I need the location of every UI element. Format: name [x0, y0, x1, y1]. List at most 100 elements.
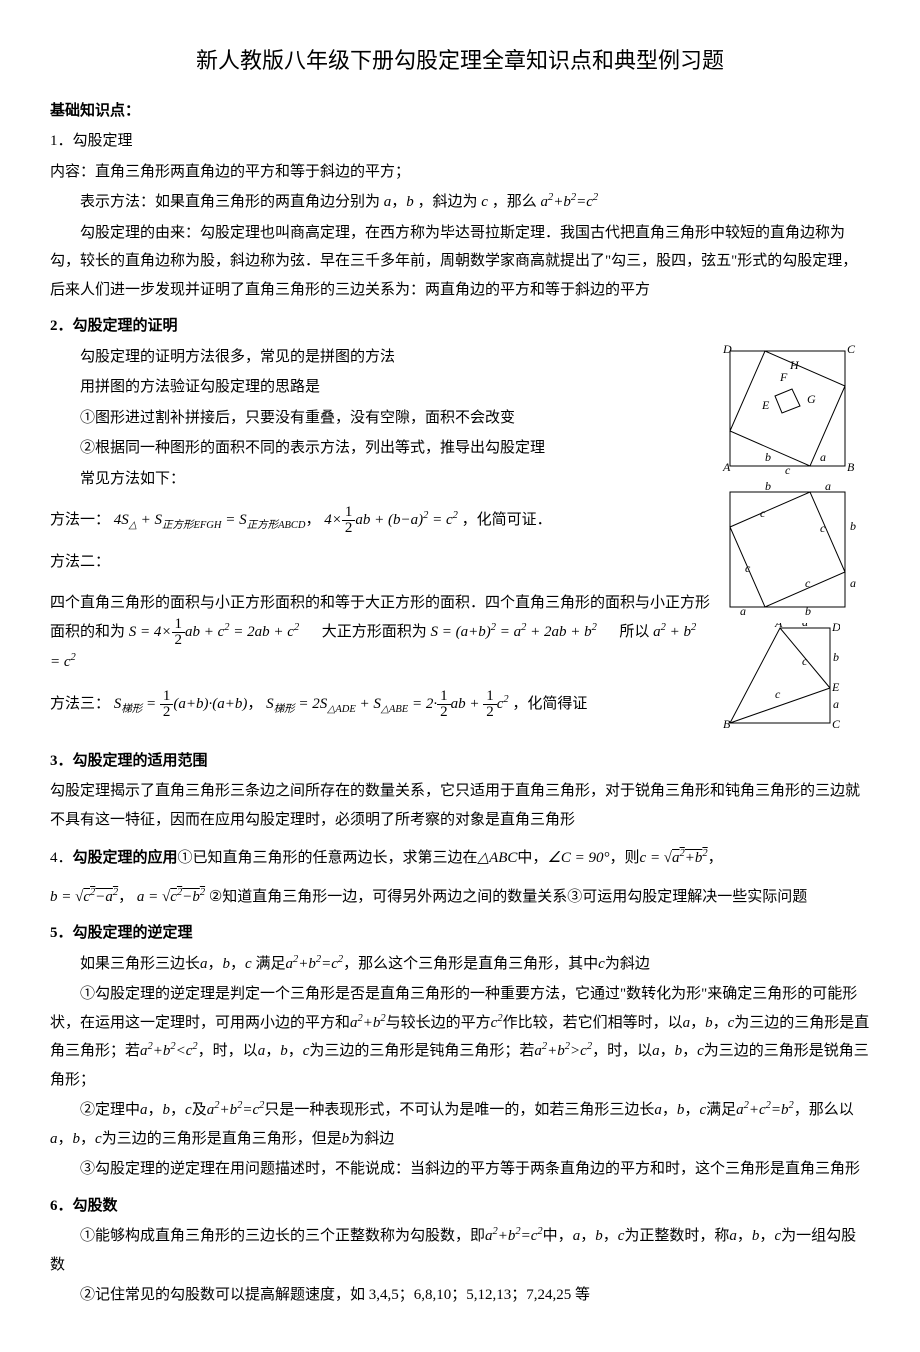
heading-3: 3．勾股定理的适用范围 [50, 747, 870, 776]
math-ab: a [384, 194, 392, 210]
para: ③勾股定理的逆定理在用问题描述时，不能说成：当斜边的平方等于两条直角边的平方和时… [50, 1155, 870, 1184]
text: 作比较，若它们相等时，以 [503, 1015, 683, 1031]
para: b = √c2−a2， a = √c2−b2 ②知道直角三角形一边，可得另外两边… [50, 883, 870, 912]
svg-text:a: a [850, 576, 856, 590]
math: c [598, 956, 605, 972]
math: b [73, 1131, 81, 1147]
math-eq: 4S△ + S正方形EFGH = S正方形ABCD [114, 512, 306, 528]
math: a [573, 1228, 581, 1244]
para: 如果三角形三边长a，b，c 满足a2+b2=c2，那么这个三角形是直角三角形，其… [50, 950, 870, 979]
text: ，时，以 [198, 1043, 258, 1059]
text: ①已知直角三角形的任意两边长，求第三边在 [178, 850, 478, 866]
text: 所以 [619, 624, 649, 640]
svg-text:a: a [740, 604, 746, 617]
text: 满足 [255, 956, 285, 972]
text: ②定理中 [80, 1102, 140, 1118]
label: 方法一： [50, 512, 110, 528]
diagram-2: b a b a a b c c c c [720, 482, 860, 617]
svg-text:D: D [722, 342, 732, 356]
text: ， [708, 850, 723, 866]
math: S = 4×12ab + c2 = 2ab + c2 [129, 624, 299, 640]
math: a2+b2=c2 [207, 1102, 265, 1118]
svg-text:a: a [825, 482, 831, 493]
heading-2: 2．勾股定理的证明 [50, 312, 870, 341]
svg-text:H: H [789, 358, 800, 372]
svg-text:C: C [847, 342, 856, 356]
math: a [729, 1228, 737, 1244]
math: ∠C = 90° [547, 850, 609, 866]
text: 中， [517, 850, 547, 866]
text: 满足 [706, 1102, 736, 1118]
para: 勾股定理揭示了直角三角形三条边之间所存在的数量关系，它只适用于直角三角形，对于锐… [50, 777, 870, 834]
text: 只是一种表现形式，不可认为是唯一的，如若三角形三边长 [264, 1102, 654, 1118]
figures-column: A B C D E F G H a b c b a b a a b c c c … [720, 341, 870, 739]
math: b [752, 1228, 760, 1244]
math: a [140, 1102, 148, 1118]
math: a2+b2<c2 [140, 1043, 198, 1059]
svg-text:a: a [833, 697, 839, 711]
svg-text:E: E [761, 398, 770, 412]
svg-text:B: B [847, 460, 855, 474]
math-c: c [481, 194, 488, 210]
math: a2+b2=c2 [485, 1228, 543, 1244]
svg-text:b: b [833, 650, 839, 664]
math-formula: a2+b2=c2 [540, 194, 598, 210]
math: a = √c2−b2 [137, 889, 205, 905]
text: ，化简得证 [512, 696, 587, 712]
math: c [185, 1102, 192, 1118]
math: a [258, 1043, 266, 1059]
text: 为三边的三角形是钝角三角形；若 [309, 1043, 534, 1059]
svg-text:A: A [722, 460, 731, 474]
math: b [163, 1102, 171, 1118]
para-origin: 勾股定理的由来：勾股定理也叫商高定理，在西方称为毕达哥拉斯定理．我国古代把直角三… [50, 219, 870, 305]
math: a2+b2 [350, 1015, 386, 1031]
svg-text:F: F [779, 370, 788, 384]
text: 为斜边 [349, 1131, 394, 1147]
math: c = √a2+b2 [640, 850, 708, 866]
para: ②记住常见的勾股数可以提高解题速度，如 3,4,5；6,8,10；5,12,13… [50, 1281, 870, 1310]
math: a2+b2=c2 [285, 956, 343, 972]
math: △ABC [478, 850, 518, 866]
heading-6: 6．勾股数 [50, 1192, 870, 1221]
page-title: 新人教版八年级下册勾股定理全章知识点和典型例习题 [50, 40, 870, 82]
text: 为正整数时，称 [624, 1228, 729, 1244]
para-notation: 表示方法：如果直角三角形的两直角边分别为 a，b ，斜边为 c ，那么 a2+b… [50, 188, 870, 217]
math: b [705, 1015, 713, 1031]
text: ，时，以 [592, 1043, 652, 1059]
text: ， [118, 889, 133, 905]
diagram-1: A B C D E F G H a b c [720, 341, 860, 476]
svg-text:b: b [765, 450, 771, 464]
heading-4: 4．勾股定理的应用①已知直角三角形的任意两边长，求第三边在△ABC中，∠C = … [50, 844, 870, 873]
svg-text:A: A [774, 623, 783, 630]
math: a [200, 956, 208, 972]
svg-text:a: a [820, 450, 826, 464]
math: b [223, 956, 231, 972]
svg-text:c: c [745, 561, 751, 575]
heading-5: 5．勾股定理的逆定理 [50, 919, 870, 948]
math: b [675, 1043, 683, 1059]
math: S梯形 = 2S△ADE + S△ABE = 2·12ab + 12c2 [266, 696, 509, 712]
text: 为三边的三角形是直角三角形，但是 [102, 1131, 342, 1147]
math: S梯形 = 12(a+b)·(a+b) [114, 696, 248, 712]
section-basics: 基础知识点： [50, 97, 870, 126]
svg-text:c: c [760, 506, 766, 520]
math: a2+b2>c2 [534, 1043, 592, 1059]
diagram-3: A D E C B a b a c c [720, 623, 840, 733]
label: 方法三： [50, 696, 110, 712]
text: 与较长边的平方 [386, 1015, 491, 1031]
text: 如果三角形三边长 [80, 956, 200, 972]
svg-text:c: c [802, 654, 808, 668]
math: c [95, 1131, 102, 1147]
math: b = √c2−a2 [50, 889, 118, 905]
text: 中， [543, 1228, 573, 1244]
svg-text:c: c [785, 463, 791, 476]
math: S = (a+b)2 = a2 + 2ab + b2 [430, 624, 596, 640]
para: ①能够构成直角三角形的三边长的三个正整数称为勾股数，即a2+b2=c2中，a，b… [50, 1222, 870, 1279]
svg-text:C: C [832, 717, 840, 731]
text: ，那么 [492, 194, 537, 210]
svg-text:b: b [765, 482, 771, 493]
text: 为斜边 [605, 956, 650, 972]
svg-text:B: B [723, 717, 731, 731]
heading-bold: 勾股定理的应用 [73, 850, 178, 866]
math: a [683, 1015, 691, 1031]
